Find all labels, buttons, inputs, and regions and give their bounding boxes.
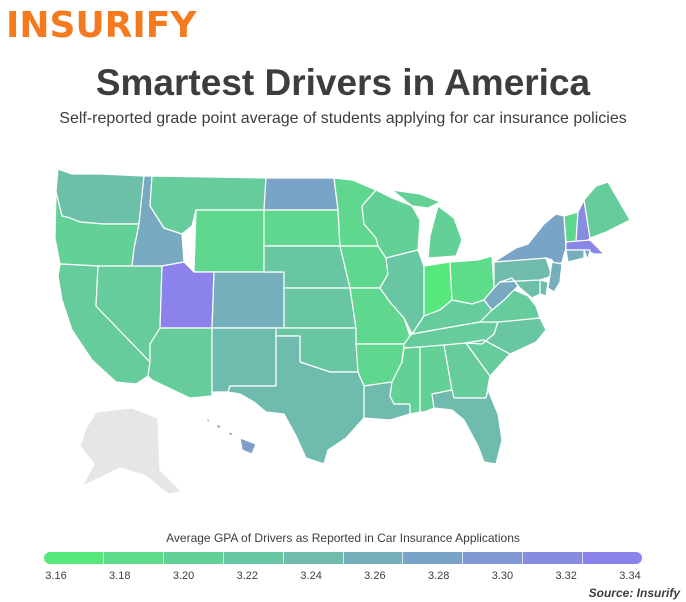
us-choropleth-map [54,168,631,495]
state-wy [193,209,265,273]
legend-segment [462,552,523,564]
state-nd [263,177,339,211]
state-sd [263,209,341,247]
state-ri [583,249,591,261]
legend-segment [222,552,283,564]
legend-segment [522,552,583,564]
state-nm [211,327,277,393]
legend-title: Average GPA of Drivers as Reported in Ca… [166,531,520,545]
legend-tick-label: 3.16 [45,570,67,582]
legend-tick-label: 3.24 [300,570,322,582]
legend-segment [282,552,343,564]
legend-segment [582,552,642,564]
state-hi [205,417,257,455]
state-me [583,181,631,239]
legend-tick-label: 3.30 [491,570,514,582]
state-nj [547,261,563,293]
legend-tick-label: 3.18 [109,570,131,582]
state-ut [159,261,215,329]
legend-tick-label: 3.32 [555,570,577,582]
legend-tick-label: 3.26 [364,570,386,582]
state-ks [283,287,357,329]
legend-segment [44,552,103,564]
state-fl [431,389,503,465]
legend-tick-label: 3.28 [427,570,450,582]
state-ak [79,407,183,495]
state-nc [465,317,547,355]
map-title: Smartest Drivers in America [95,62,591,103]
insurify-logo: INSURIFY [6,5,197,46]
legend-tick-label: 3.34 [619,570,641,582]
legend-tick-label: 3.20 [172,570,195,582]
state-tx [227,335,365,465]
state-il [379,249,425,335]
legend-tick-label: 3.22 [236,570,259,582]
state-ct [565,249,585,263]
state-co [211,271,285,329]
source-note: Source: Insurify [588,586,680,600]
legend-segment [102,552,163,564]
state-az [147,327,213,399]
legend-color-bar [44,552,642,564]
state-mi [391,189,463,259]
state-de [539,279,549,297]
legend-segment [342,552,403,564]
legend-segment [162,552,223,564]
legend-segment [402,552,463,564]
state-md [499,277,541,299]
state-wa [55,168,145,225]
map-subtitle: Self-reported grade point average of stu… [59,110,627,127]
